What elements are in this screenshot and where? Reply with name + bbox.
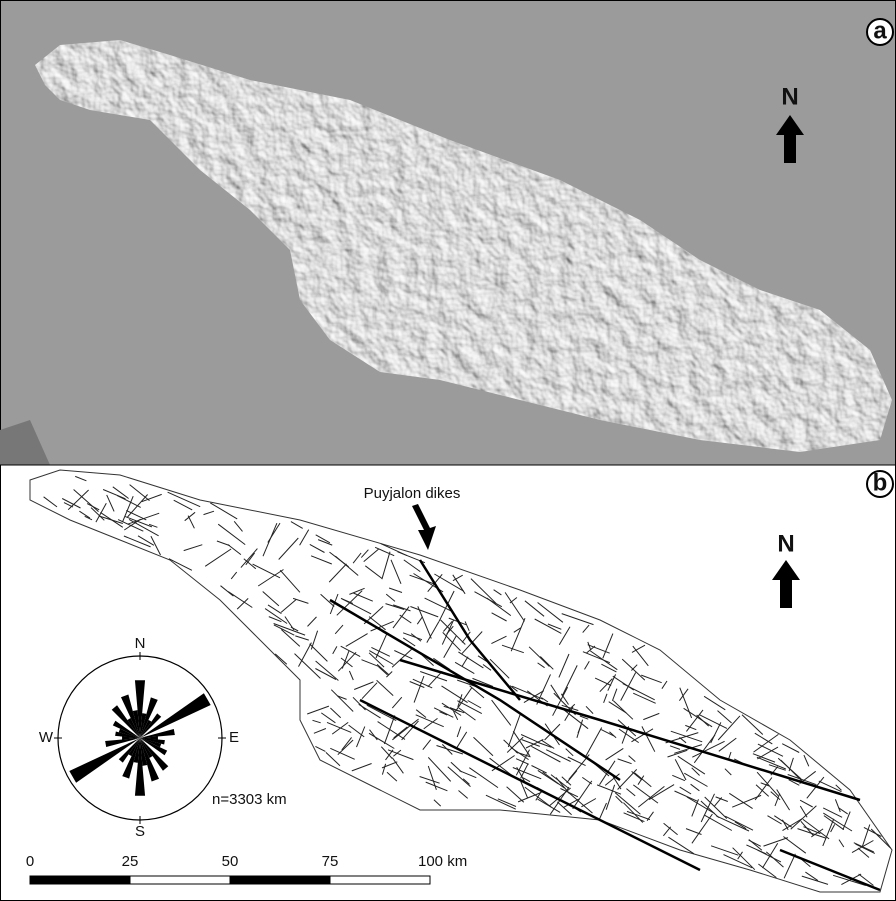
scale-segment <box>230 876 330 884</box>
rose-south: S <box>135 823 145 840</box>
scale-labels: 0 25 50 75 100 km <box>26 853 467 870</box>
scale-label: 25 <box>122 853 139 870</box>
scale-label: 75 <box>322 853 339 870</box>
rose-north: N <box>135 635 146 652</box>
rose-west: W <box>39 729 54 746</box>
panel-label: b <box>873 469 888 496</box>
north-arrow <box>772 560 800 608</box>
scale-bar <box>30 876 430 884</box>
page: {"panel_a": {"label": "a", "north": "N"}… <box>0 0 896 901</box>
annotation-arrow <box>412 504 436 550</box>
scale-segment <box>30 876 130 884</box>
north-label: N <box>777 530 794 557</box>
scale-label: 100 km <box>418 853 467 870</box>
annotation: Puyjalon dikes <box>364 485 461 502</box>
scale-segment <box>330 876 430 884</box>
rose-east: E <box>229 729 239 746</box>
rose-total: n=3303 km <box>212 791 287 808</box>
scale-label: 0 <box>26 853 34 870</box>
north-label: N <box>781 83 798 110</box>
panel-label: a <box>873 17 887 44</box>
scale-label: 50 <box>222 853 239 870</box>
figure: a N Puyjalon dikes b N N S W E n=3303 km… <box>0 0 896 901</box>
scale-segment <box>130 876 230 884</box>
